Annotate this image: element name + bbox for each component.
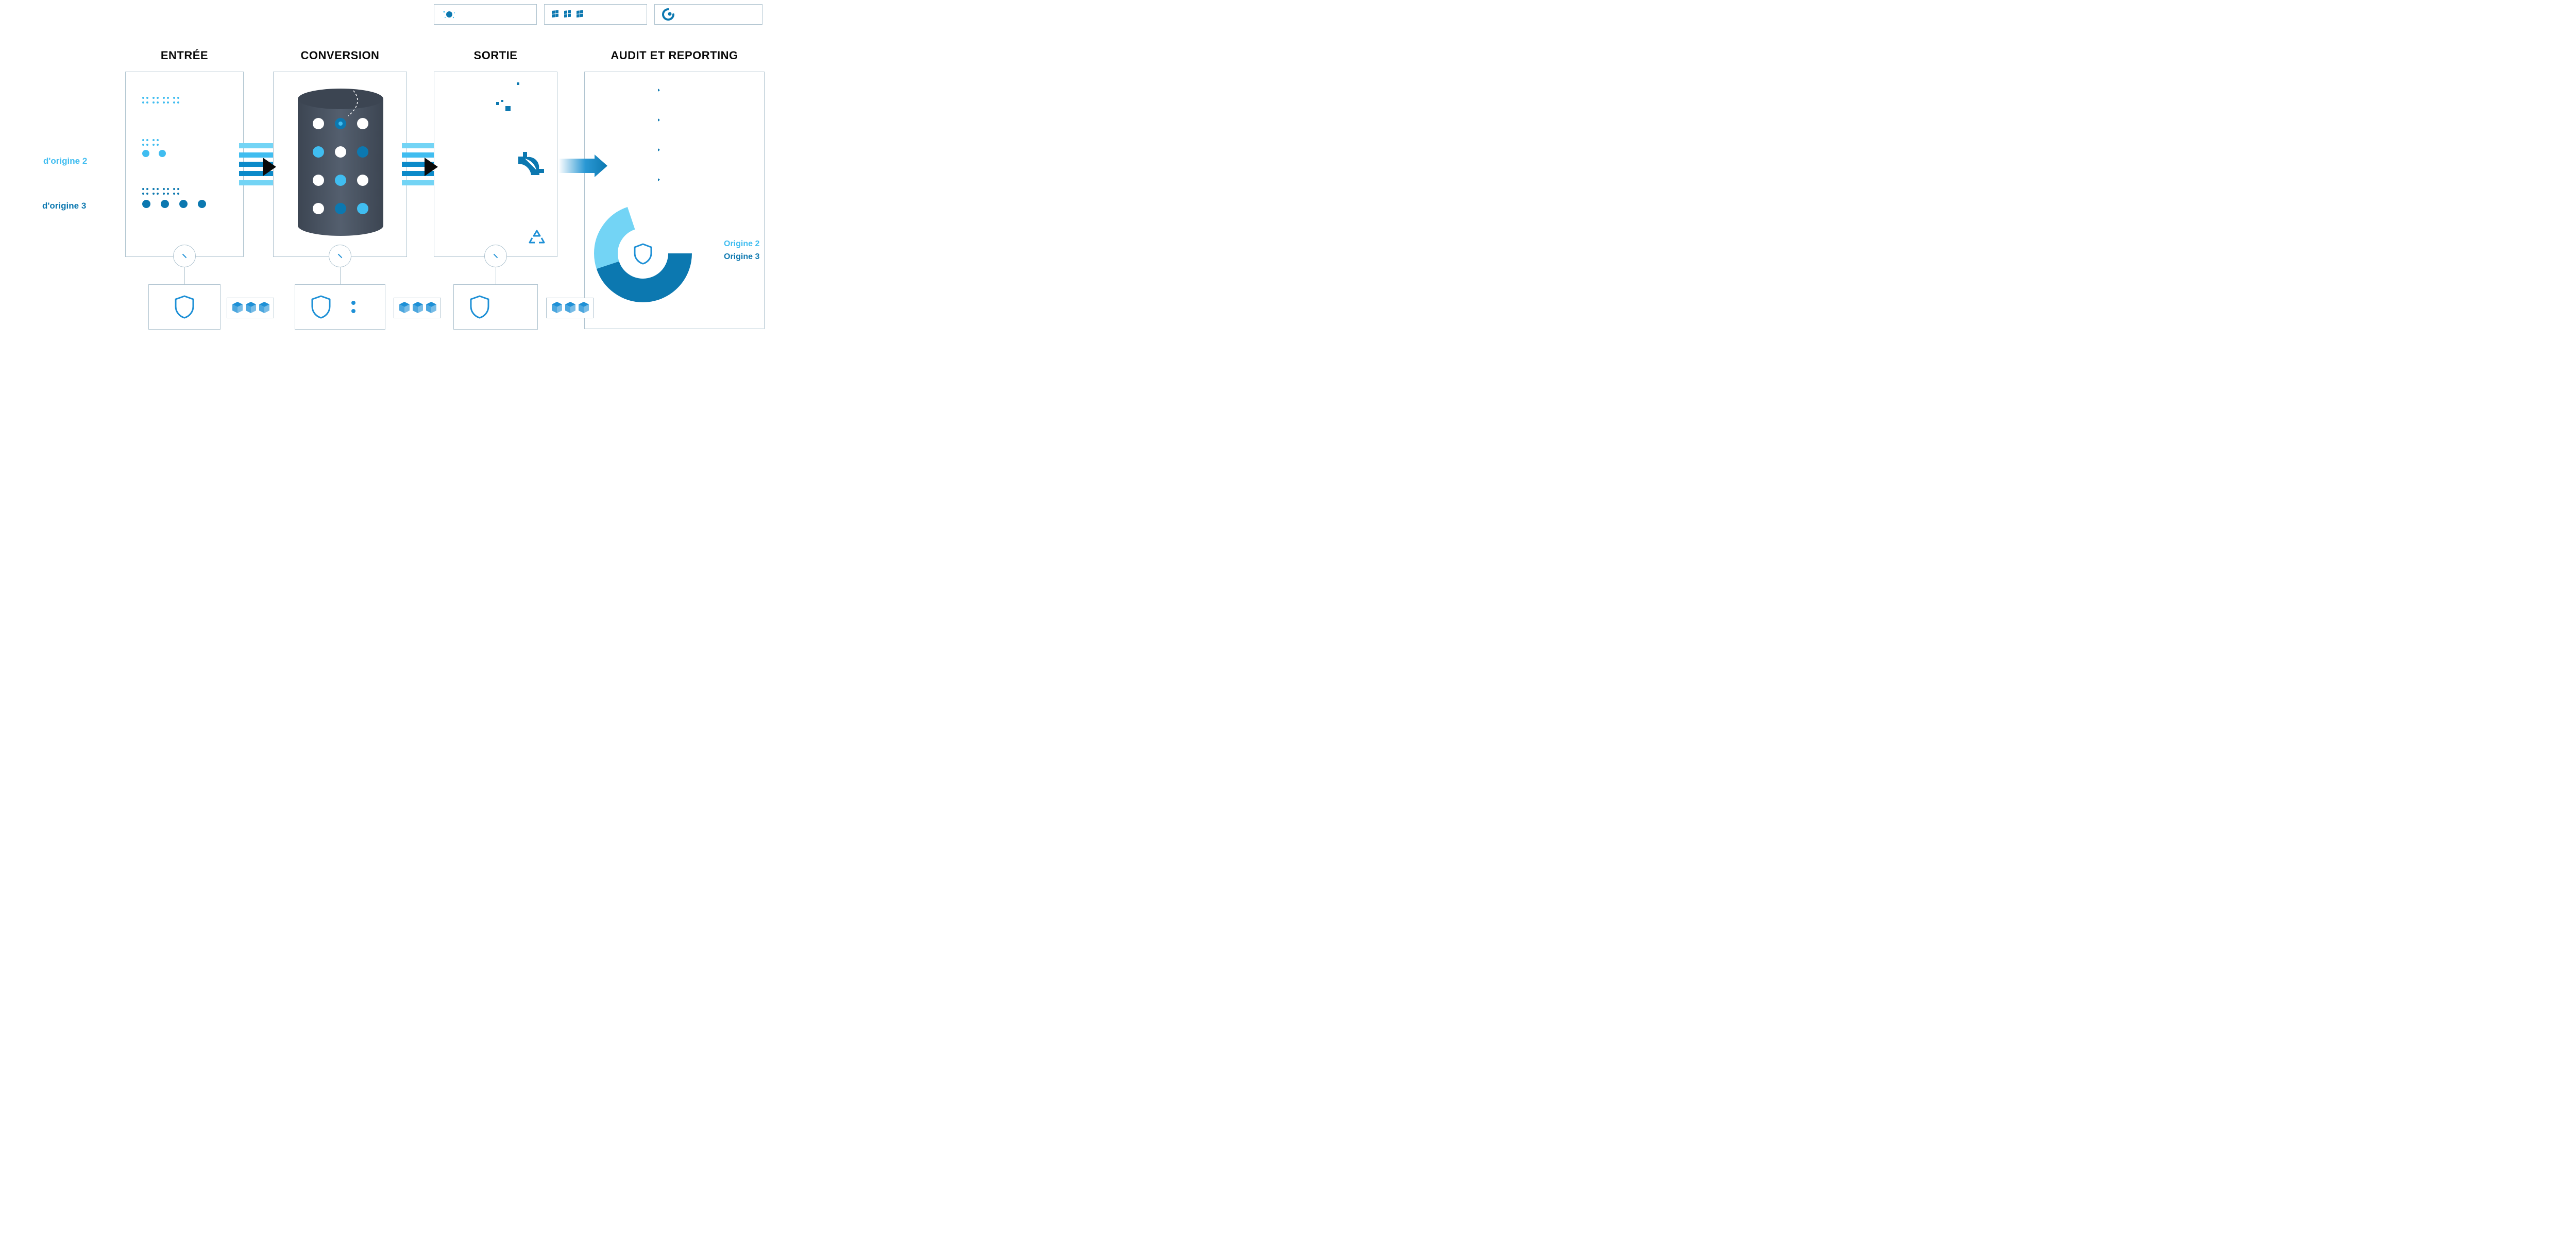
dots-icon bbox=[350, 299, 357, 315]
audit-tick-markers bbox=[658, 89, 660, 208]
entry-main-box bbox=[125, 72, 244, 257]
pixel-scatter-icon bbox=[486, 81, 537, 117]
bottom-shield-entry bbox=[148, 284, 221, 330]
entry-section-1 bbox=[142, 97, 179, 106]
side-label-origin3: d'origine 3 bbox=[42, 201, 86, 211]
stage-sortie: SORTIE bbox=[434, 49, 557, 257]
connector-circle-entry bbox=[173, 245, 196, 267]
header-box-planet bbox=[434, 4, 537, 25]
recycle-icon bbox=[528, 229, 546, 246]
connector-circle-sortie bbox=[484, 245, 507, 267]
cubes-icon bbox=[550, 301, 590, 315]
gear-quarter-icon bbox=[516, 149, 547, 180]
stage-title-conversion: CONVERSION bbox=[273, 49, 407, 62]
donut-legend-origin2: Origine 2 bbox=[724, 239, 759, 249]
shield-icon bbox=[469, 295, 490, 319]
top-header-row bbox=[434, 4, 762, 25]
donut-legend-origin3: Origine 3 bbox=[724, 252, 759, 262]
stage-conversion: CONVERSION bbox=[273, 49, 407, 257]
sortie-main-box bbox=[434, 72, 557, 257]
shield-icon bbox=[174, 295, 195, 319]
flow-arrow-1 bbox=[263, 158, 278, 176]
entry-section-2 bbox=[142, 139, 166, 160]
stage-title-audit: AUDIT ET REPORTING bbox=[584, 49, 765, 62]
planet-icon bbox=[442, 9, 457, 20]
stage-title-entry: ENTRÉE bbox=[125, 49, 244, 62]
shield-icon bbox=[311, 295, 331, 319]
entry-section-3 bbox=[142, 188, 206, 211]
header-box-windows bbox=[544, 4, 647, 25]
bottom-shield-sortie bbox=[453, 284, 538, 330]
flow-arrow-2 bbox=[425, 158, 440, 176]
header-box-crescent bbox=[654, 4, 762, 25]
cubes-box-3 bbox=[546, 298, 594, 318]
side-label-origin2: d'origine 2 bbox=[43, 156, 87, 166]
connector-circle-conversion bbox=[329, 245, 351, 267]
donut-chart bbox=[586, 197, 700, 313]
cubes-icon bbox=[230, 301, 270, 315]
cubes-box-1 bbox=[227, 298, 274, 318]
crescent-icon bbox=[662, 8, 674, 21]
stage-entry: ENTRÉE bbox=[125, 49, 244, 257]
bottom-shield-conversion bbox=[295, 284, 385, 330]
stage-title-sortie: SORTIE bbox=[434, 49, 557, 62]
cubes-box-2 bbox=[394, 298, 441, 318]
conversion-main-box bbox=[273, 72, 407, 257]
audit-flow-arrow bbox=[558, 155, 607, 180]
cubes-icon bbox=[397, 301, 437, 315]
cylinder-icon bbox=[297, 88, 384, 237]
windows-icon bbox=[552, 9, 588, 20]
donut-center-shield-icon bbox=[635, 244, 651, 264]
